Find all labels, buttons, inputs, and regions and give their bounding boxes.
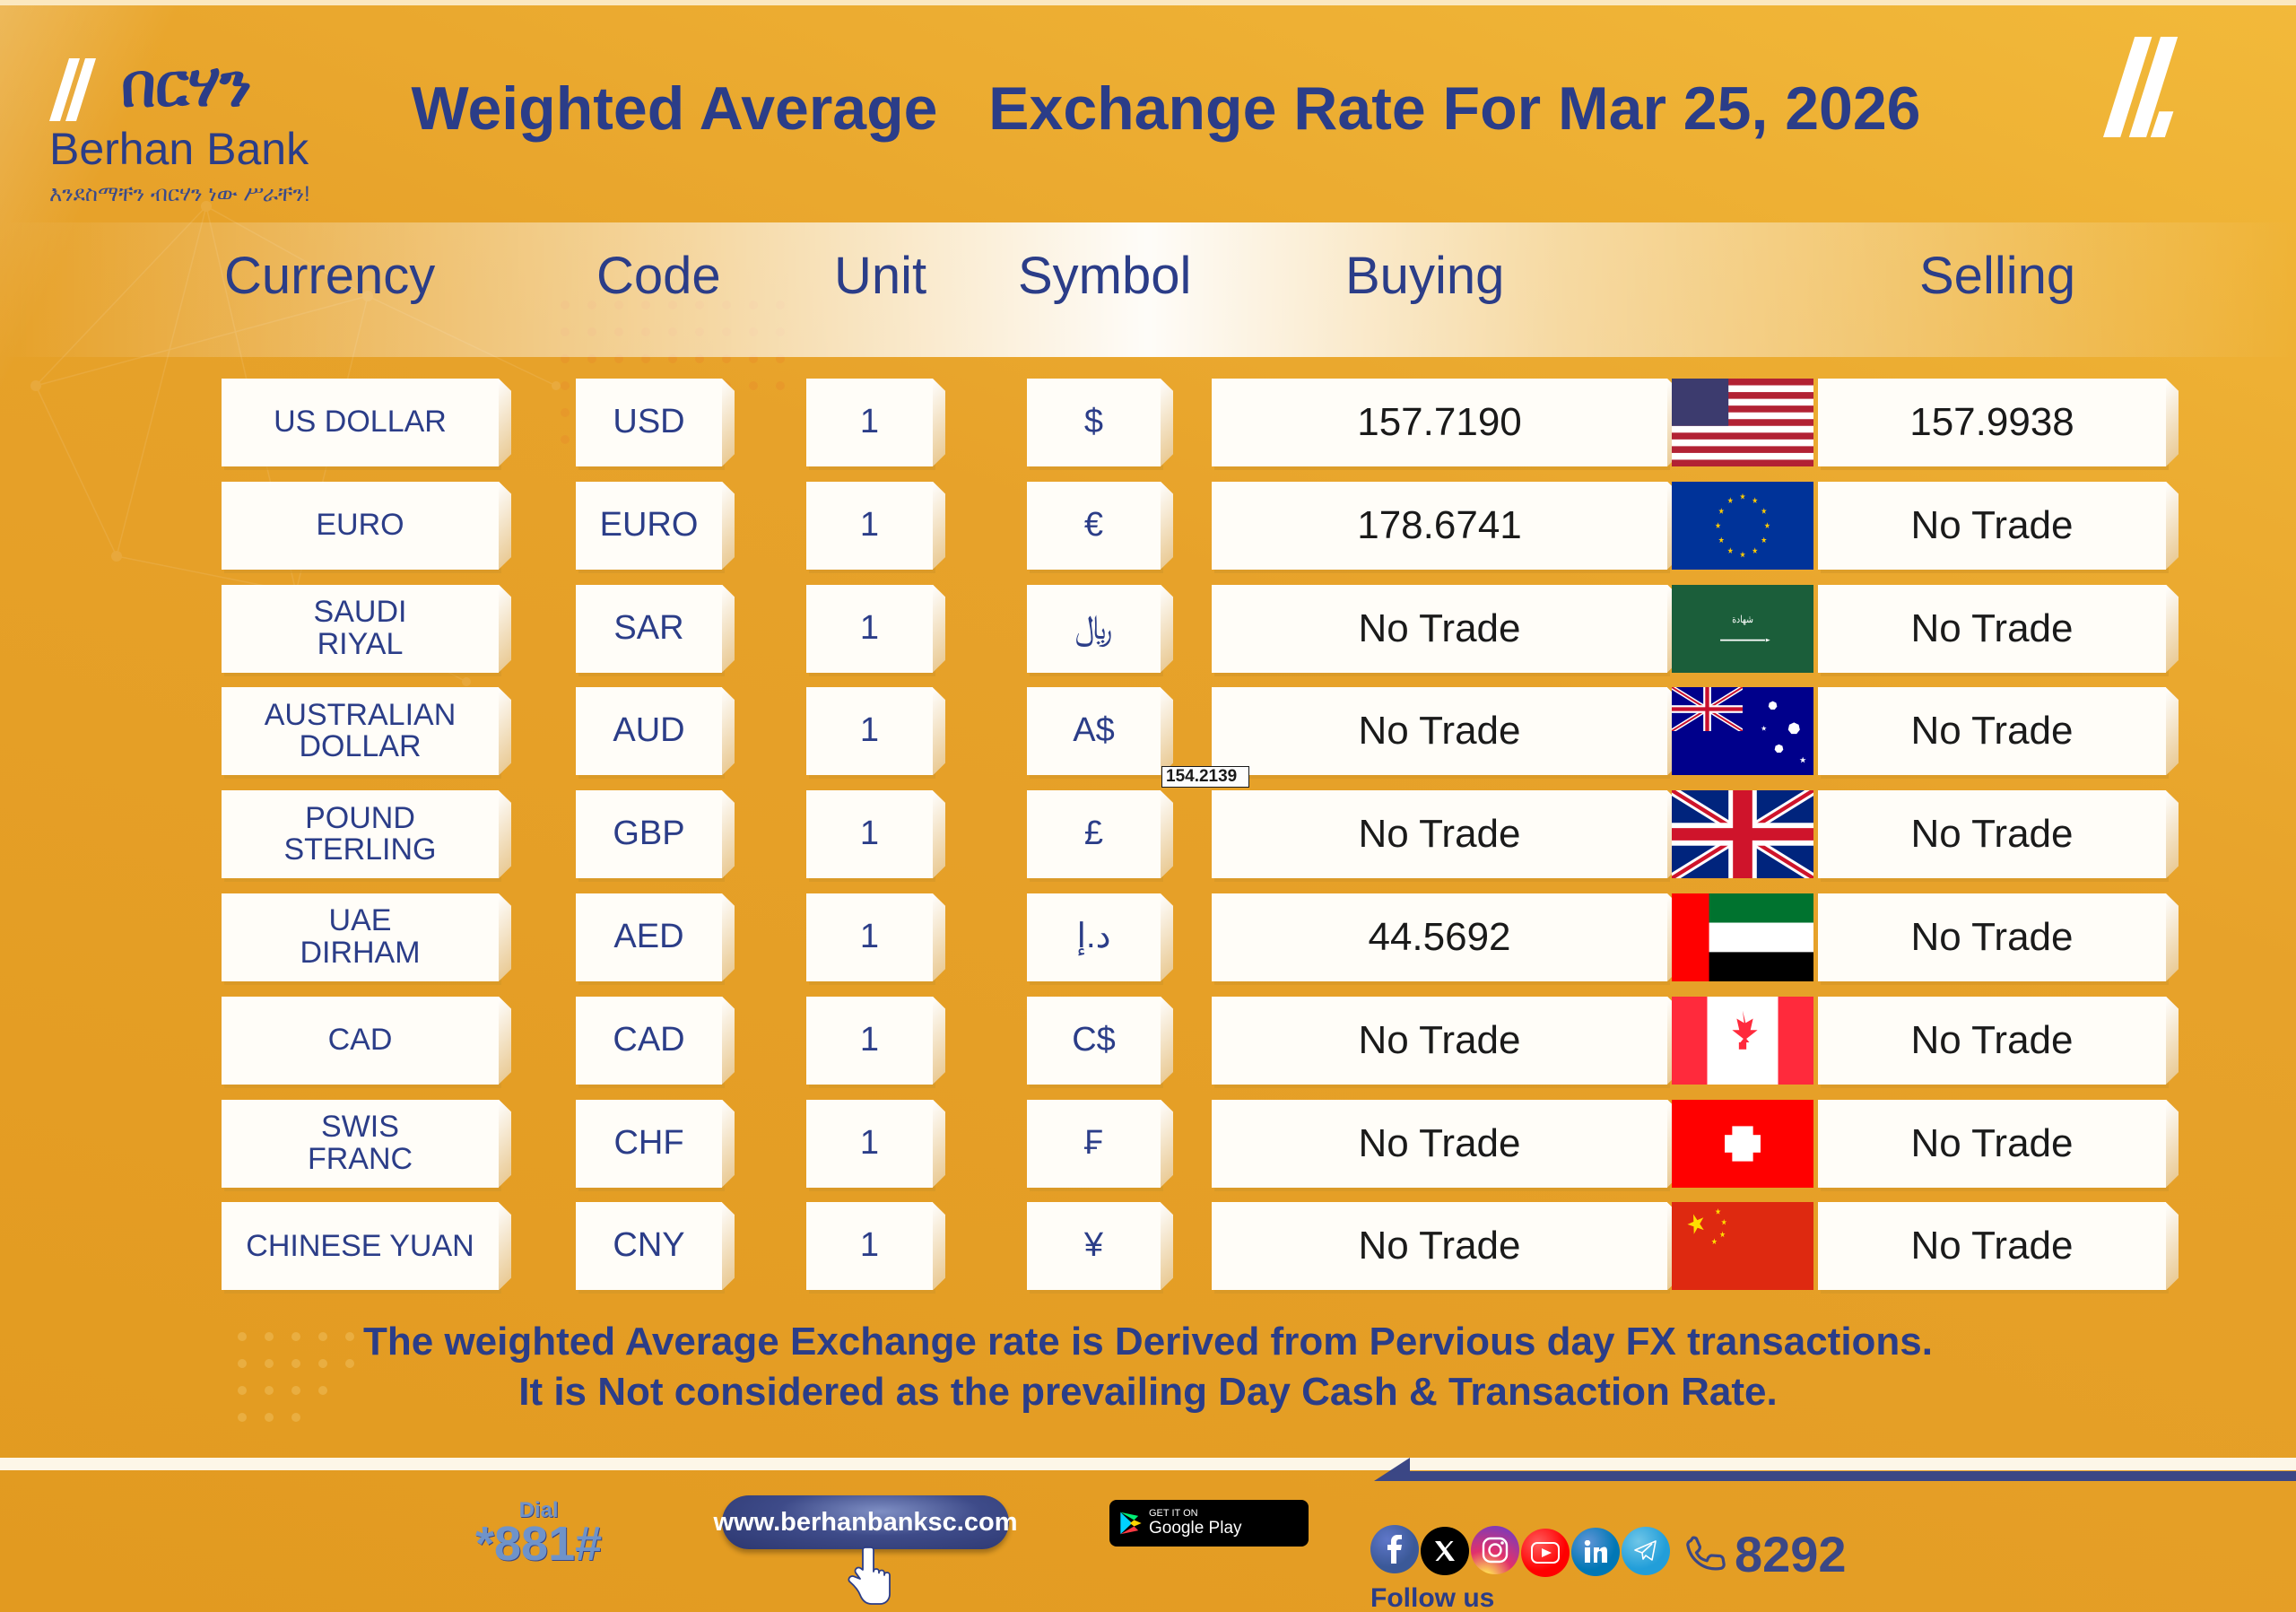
svg-text:شهادة: شهادة [1732, 614, 1753, 625]
